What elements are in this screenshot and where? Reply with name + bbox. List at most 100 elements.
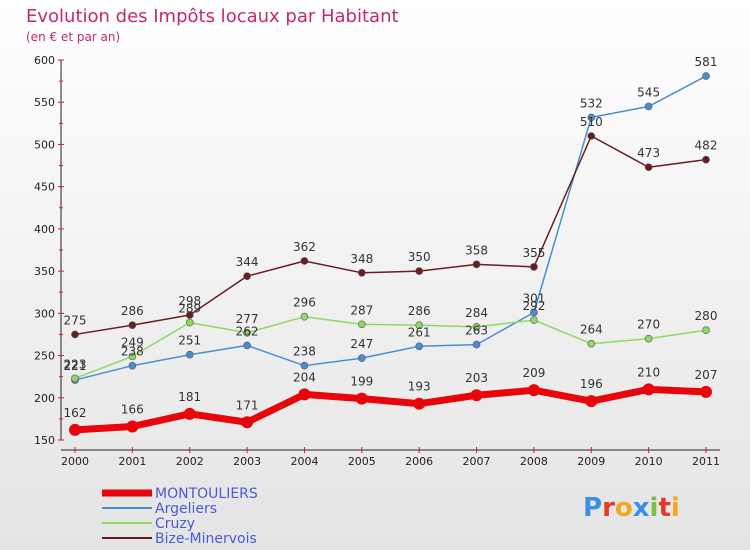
data-labels: 221 238 251 262 238 247 261 263 301 532 545 581 223 2… xyxy=(64,55,718,420)
data-point xyxy=(642,383,655,396)
data-point xyxy=(702,155,710,164)
y-tick-label: 500 xyxy=(34,138,55,151)
x-tick-label: 2008 xyxy=(520,455,548,468)
x-tick-label: 2006 xyxy=(405,455,433,468)
data-label: 581 xyxy=(695,55,718,69)
data-label: 355 xyxy=(522,246,545,260)
y-tick-label: 350 xyxy=(34,265,55,278)
data-label: 344 xyxy=(236,255,259,269)
data-point xyxy=(71,374,79,383)
data-label: 196 xyxy=(580,377,603,391)
data-label: 171 xyxy=(236,398,259,412)
data-label: 350 xyxy=(408,250,431,264)
data-label: 193 xyxy=(408,380,431,394)
data-label: 263 xyxy=(465,324,488,338)
data-label: 287 xyxy=(350,303,373,317)
data-label: 348 xyxy=(350,252,373,266)
x-tick-label: 2002 xyxy=(176,455,204,468)
x-tick-label: 2004 xyxy=(290,455,318,468)
data-point xyxy=(241,416,254,429)
chart-title: Evolution des Impôts locaux par Habitant xyxy=(26,6,399,27)
logo-letter: P xyxy=(583,493,602,523)
logo-letter: i xyxy=(671,493,680,523)
x-tick-label: 2003 xyxy=(233,455,261,468)
data-label: 204 xyxy=(293,370,316,384)
data-point xyxy=(530,263,538,271)
data-point xyxy=(126,420,139,433)
data-point xyxy=(185,350,194,359)
series-bize-minervois xyxy=(71,132,710,339)
logo-text: Proxiti xyxy=(583,493,680,523)
data-label: 223 xyxy=(64,357,87,371)
data-label: 289 xyxy=(178,302,201,316)
data-point xyxy=(355,392,368,405)
series-line xyxy=(71,385,710,434)
data-label: 301 xyxy=(522,291,545,305)
data-point xyxy=(358,268,366,277)
data-label: 275 xyxy=(64,313,87,327)
chart-subtitle: (en € et par an) xyxy=(26,30,120,44)
data-point xyxy=(243,272,251,280)
y-tick-label: 300 xyxy=(34,307,55,320)
data-label: 181 xyxy=(178,390,201,404)
data-label: 270 xyxy=(637,318,660,332)
data-point xyxy=(472,340,481,349)
data-label: 166 xyxy=(121,402,144,416)
data-label: 286 xyxy=(408,304,431,318)
y-tick-label: 200 xyxy=(34,392,55,405)
data-label: 358 xyxy=(465,243,488,257)
data-point xyxy=(587,113,596,122)
data-point xyxy=(587,339,596,348)
data-label: 362 xyxy=(293,240,316,254)
data-label: 221 xyxy=(64,359,87,373)
data-point xyxy=(644,334,653,343)
x-tick-label: 2000 xyxy=(61,455,89,468)
x-tick-label: 2005 xyxy=(348,455,376,468)
legend-item: Cruzy xyxy=(102,516,195,532)
data-point xyxy=(183,407,196,420)
data-label: 298 xyxy=(178,294,201,308)
series-line xyxy=(74,75,707,381)
data-point xyxy=(185,311,194,319)
data-point xyxy=(358,320,366,329)
legend-label: Cruzy xyxy=(155,516,195,532)
data-label: 277 xyxy=(236,312,259,326)
data-point xyxy=(243,328,251,337)
data-label: 207 xyxy=(695,368,718,382)
y-tick-label: 600 xyxy=(34,54,55,67)
data-label: 209 xyxy=(522,366,545,380)
data-label: 532 xyxy=(580,96,603,110)
data-point xyxy=(415,342,423,351)
data-point xyxy=(644,163,653,172)
y-tick-label: 250 xyxy=(34,350,55,363)
legend-label: Argeliers xyxy=(155,501,217,517)
x-tick-label: 2011 xyxy=(692,455,720,468)
series-line xyxy=(74,315,707,380)
data-label: 162 xyxy=(64,406,87,420)
data-label: 261 xyxy=(408,325,431,339)
data-point xyxy=(413,397,426,410)
data-label: 199 xyxy=(350,375,373,389)
data-label: 284 xyxy=(465,306,488,320)
data-point xyxy=(128,321,137,329)
data-point xyxy=(243,341,251,350)
data-point xyxy=(644,102,653,111)
data-point xyxy=(700,385,712,398)
data-label: 238 xyxy=(121,345,144,359)
data-label: 247 xyxy=(350,337,373,351)
series-line xyxy=(74,135,707,336)
data-label: 262 xyxy=(236,324,259,338)
data-label: 203 xyxy=(465,371,488,385)
data-label: 210 xyxy=(637,365,660,379)
data-point xyxy=(300,312,309,321)
x-tick-label: 2007 xyxy=(463,455,491,468)
data-point xyxy=(71,330,79,339)
data-label: 251 xyxy=(178,334,201,348)
data-point xyxy=(69,423,81,436)
data-label: 296 xyxy=(293,296,316,310)
data-label: 280 xyxy=(695,309,718,323)
logo-letter: r xyxy=(602,493,615,523)
data-point xyxy=(702,72,710,80)
